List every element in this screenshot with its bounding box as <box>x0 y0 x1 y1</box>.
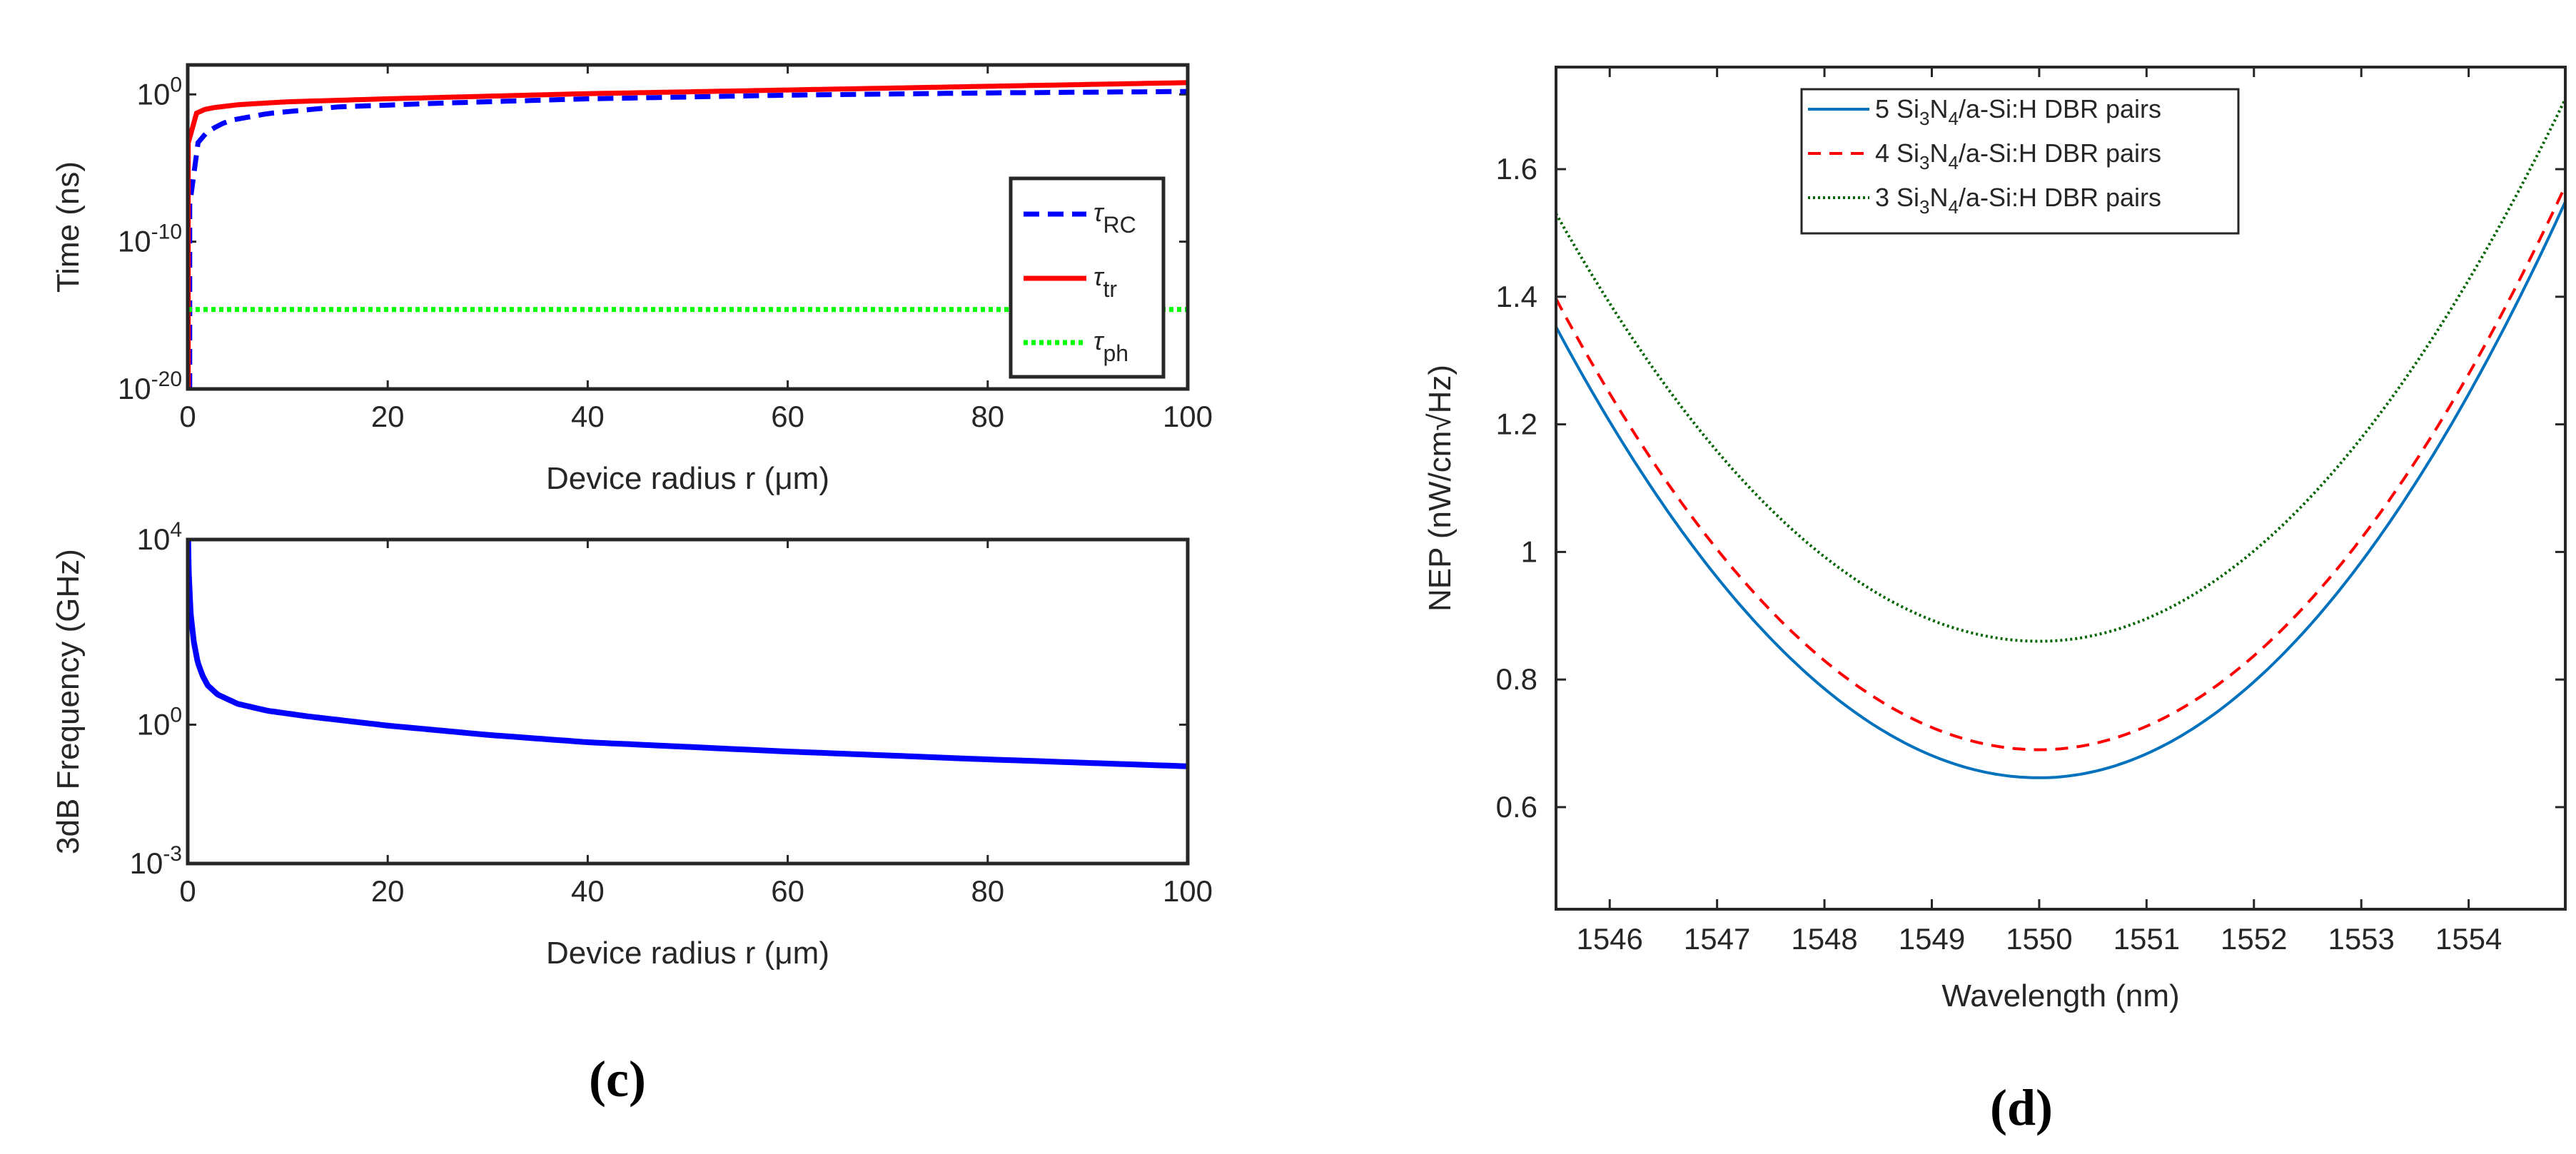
x-tick-label: 1554 <box>2435 922 2502 956</box>
x-tick-label: 1550 <box>2006 922 2072 956</box>
x-tick-label: 1553 <box>2328 922 2394 956</box>
legend-entry: τtr <box>1093 262 1117 302</box>
x-tick-label: 60 <box>771 874 804 908</box>
x-tick-label: 80 <box>971 874 1004 908</box>
x-tick-label: 60 <box>771 400 804 433</box>
y-axis-label: NEP (nW/cm√Hz) <box>1423 365 1458 612</box>
y-tick-label: 10-10 <box>118 221 182 258</box>
legend-entry: τph <box>1093 326 1128 366</box>
x-tick-label: 0 <box>179 874 196 908</box>
legend-entry: 3 Si3N4/a-Si:H DBR pairs <box>1875 183 2161 218</box>
y-tick-label: 1.4 <box>1496 280 1537 313</box>
legend-text: N <box>1930 183 1949 212</box>
axes-frame <box>186 537 1190 866</box>
x-tick-label: 1548 <box>1791 922 1857 956</box>
legend-text: /a-Si:H DBR pairs <box>1959 138 2161 168</box>
tick-base: 10 <box>118 225 151 258</box>
legend-subscript: RC <box>1103 212 1136 238</box>
tick-base: 10 <box>137 77 171 111</box>
x-tick-label: 100 <box>1163 874 1213 908</box>
legend-symbol: τ <box>1093 262 1105 291</box>
y-tick-label: 1.2 <box>1496 408 1537 441</box>
legend-text: /a-Si:H DBR pairs <box>1959 94 2161 123</box>
y-axis-label: Time (ns) <box>51 161 86 293</box>
x-tick-label: 40 <box>571 400 605 433</box>
legend-box <box>1009 176 1166 379</box>
x-tick-label: 1549 <box>1899 922 1965 956</box>
panel-label-c: (c) <box>589 1051 646 1108</box>
legend-text: N <box>1930 138 1949 168</box>
legend-text: /a-Si:H DBR pairs <box>1959 183 2161 212</box>
tick-exponent: 4 <box>170 518 182 542</box>
chart-d: 1546 1547 1548 1549 1550 1551 1552 1553 1554 0.6 0… <box>1423 66 2567 1013</box>
chart-c-top: 0 20 40 60 80 10010010-1010-20τRCτtrτphDevice… <box>51 63 1213 496</box>
y-tick-label: 1 <box>1521 535 1537 568</box>
series-line-tau_tr <box>188 80 1188 389</box>
series-line-5-pairs <box>1556 201 2565 779</box>
y-tick-label: 10-20 <box>118 368 182 405</box>
legend-symbol: τ <box>1093 326 1105 355</box>
y-tick-label: 10-3 <box>130 842 182 880</box>
x-tick-label: 1547 <box>1684 922 1750 956</box>
tick-exponent: 0 <box>170 73 182 96</box>
legend-subscript: 4 <box>1949 196 1959 218</box>
axes-frame <box>186 63 1190 391</box>
tick-exponent: -3 <box>163 842 182 866</box>
legend-text: 3 Si <box>1875 183 1919 212</box>
legend-text: 5 Si <box>1875 94 1919 123</box>
legend-entry: 5 Si3N4/a-Si:H DBR pairs <box>1875 94 2161 129</box>
x-tick-label: 20 <box>371 874 405 908</box>
x-tick-label: 1552 <box>2221 922 2287 956</box>
x-axis-label: Device radius r (μm) <box>546 936 829 971</box>
legend-subscript: 3 <box>1919 196 1929 218</box>
x-tick-label: 1546 <box>1576 922 1642 956</box>
y-axis-label: 3dB Frequency (GHz) <box>51 549 86 854</box>
series-line-4-pairs <box>1556 185 2565 751</box>
tick-base: 10 <box>137 522 171 556</box>
y-tick-label: 0.8 <box>1496 662 1537 696</box>
legend-text: N <box>1930 94 1949 123</box>
legend-subscript: ph <box>1103 340 1128 366</box>
legend-entry: 4 Si3N4/a-Si:H DBR pairs <box>1875 138 2161 173</box>
legend-subscript: 4 <box>1949 152 1959 173</box>
x-tick-label: 0 <box>179 400 196 433</box>
axes-frame <box>1555 66 2567 911</box>
tick-exponent: 0 <box>170 703 182 727</box>
legend-entry: τRC <box>1093 198 1136 238</box>
y-tick-label: 0.6 <box>1496 790 1537 824</box>
panel-label-d: (d) <box>1990 1079 2053 1136</box>
series-line-3-pairs <box>1556 98 2565 643</box>
legend-subscript: 3 <box>1919 152 1929 173</box>
y-tick-label: 104 <box>137 518 182 556</box>
tick-exponent: -20 <box>151 368 182 391</box>
legend-subscript: 3 <box>1919 108 1929 129</box>
legend-subscript: tr <box>1103 276 1117 302</box>
tick-base: 10 <box>118 372 151 405</box>
series-line-tau_RC <box>188 88 1188 389</box>
legend-symbol: τ <box>1093 198 1105 227</box>
y-tick-label: 100 <box>137 73 182 111</box>
legend-box <box>1800 88 2240 235</box>
tick-base: 10 <box>130 846 163 880</box>
x-axis-label: Device radius r (μm) <box>546 461 829 496</box>
series-line-f3dB <box>188 540 1188 769</box>
x-tick-label: 20 <box>371 400 405 433</box>
tick-base: 10 <box>137 707 171 741</box>
legend-subscript: 4 <box>1949 108 1959 129</box>
plot-area <box>1556 98 2565 779</box>
y-tick-label: 1.6 <box>1496 152 1537 186</box>
x-tick-label: 40 <box>571 874 605 908</box>
legend-text: 4 Si <box>1875 138 1919 168</box>
x-tick-label: 1551 <box>2113 922 2180 956</box>
x-tick-label: 80 <box>971 400 1004 433</box>
x-axis-label: Wavelength (nm) <box>1941 978 2179 1013</box>
tick-exponent: -10 <box>151 221 182 244</box>
plot-area <box>188 540 1188 769</box>
x-tick-label: 100 <box>1163 400 1213 433</box>
y-tick-label: 100 <box>137 703 182 741</box>
